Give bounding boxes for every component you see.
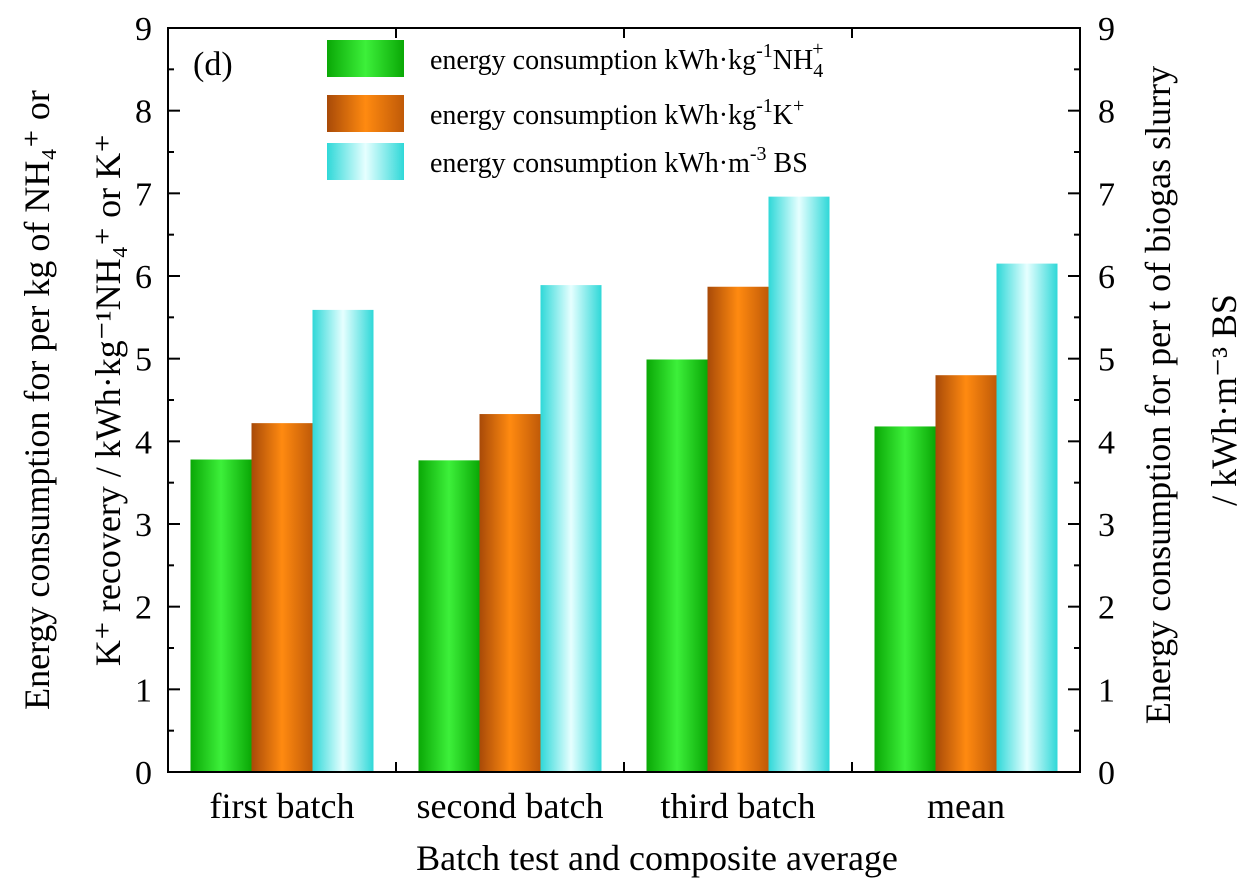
y-right-tick-label: 4 — [1098, 424, 1115, 461]
bar-3-first-batch — [312, 309, 374, 772]
bar-3-mean — [996, 263, 1058, 772]
y-axis-right-title-line2: / kWh·m⁻³ BS — [1204, 294, 1244, 506]
legend: energy consumption kWh·kg-1NH4+ energy co… — [327, 38, 824, 180]
y-right-tick-label: 1 — [1098, 672, 1115, 709]
y-left-tick-label: 7 — [135, 176, 152, 213]
x-axis-title: Batch test and composite average — [416, 838, 898, 878]
y-left-tick-label: 8 — [135, 94, 152, 131]
y-left-tick-label: 2 — [135, 590, 152, 627]
legend-swatch-2 — [327, 95, 404, 132]
bar-2-mean — [935, 375, 997, 772]
y-right-tick-label: 9 — [1098, 11, 1115, 48]
y-right-tick-label: 0 — [1098, 755, 1115, 792]
bars-layer — [190, 196, 1058, 772]
bar-2-third-batch — [707, 286, 769, 772]
bar-1-third-batch — [646, 359, 708, 772]
y-right-tick-label: 3 — [1098, 507, 1115, 544]
y-right-tick-label: 2 — [1098, 590, 1115, 627]
bar-2-second-batch — [479, 414, 541, 772]
y-left-tick-label: 5 — [135, 342, 152, 379]
y-left-tick-label: 6 — [135, 259, 152, 296]
y-right-tick-label: 8 — [1098, 94, 1115, 131]
legend-label-2: energy consumption kWh·kg-1K+ — [430, 95, 804, 131]
bar-3-third-batch — [768, 196, 830, 772]
x-tick-label: third batch — [661, 786, 816, 826]
y-axis-right-title-line1: Energy consumption for per t of biogas s… — [1138, 66, 1178, 724]
x-tick-label: second batch — [417, 786, 604, 826]
legend-label-3: energy consumption kWh·m-3 BS — [430, 143, 808, 179]
y-left-tick-label: 0 — [135, 755, 152, 792]
legend-swatch-1 — [327, 40, 404, 77]
panel-label: (d) — [193, 46, 233, 83]
y-axis-left-title-line2: K⁺ recovery / kWh·kg⁻¹NH₄⁺ or K⁺ — [88, 134, 128, 666]
bar-1-first-batch — [190, 459, 252, 772]
y-right-tick-label: 5 — [1098, 342, 1115, 379]
bar-1-mean — [874, 426, 936, 772]
y-axis-left-title-line1: Energy consumption for per kg of NH₄⁺ or — [17, 90, 57, 710]
ticks-layer: first batch second batch third batch mean 0 0… — [135, 11, 1115, 826]
x-tick-label: first batch — [210, 786, 355, 826]
bar-3-second-batch — [540, 285, 602, 772]
legend-label-1: energy consumption kWh·kg-1NH4+ — [430, 38, 824, 82]
y-left-tick-label: 1 — [135, 672, 152, 709]
bar-1-second-batch — [418, 460, 480, 772]
y-right-tick-label: 6 — [1098, 259, 1115, 296]
y-left-tick-label: 4 — [135, 424, 152, 461]
y-left-tick-label: 3 — [135, 507, 152, 544]
legend-swatch-3 — [327, 143, 404, 180]
y-right-tick-label: 7 — [1098, 176, 1115, 213]
x-tick-label: mean — [927, 786, 1005, 826]
bar-2-first-batch — [251, 423, 313, 772]
y-left-tick-label: 9 — [135, 11, 152, 48]
